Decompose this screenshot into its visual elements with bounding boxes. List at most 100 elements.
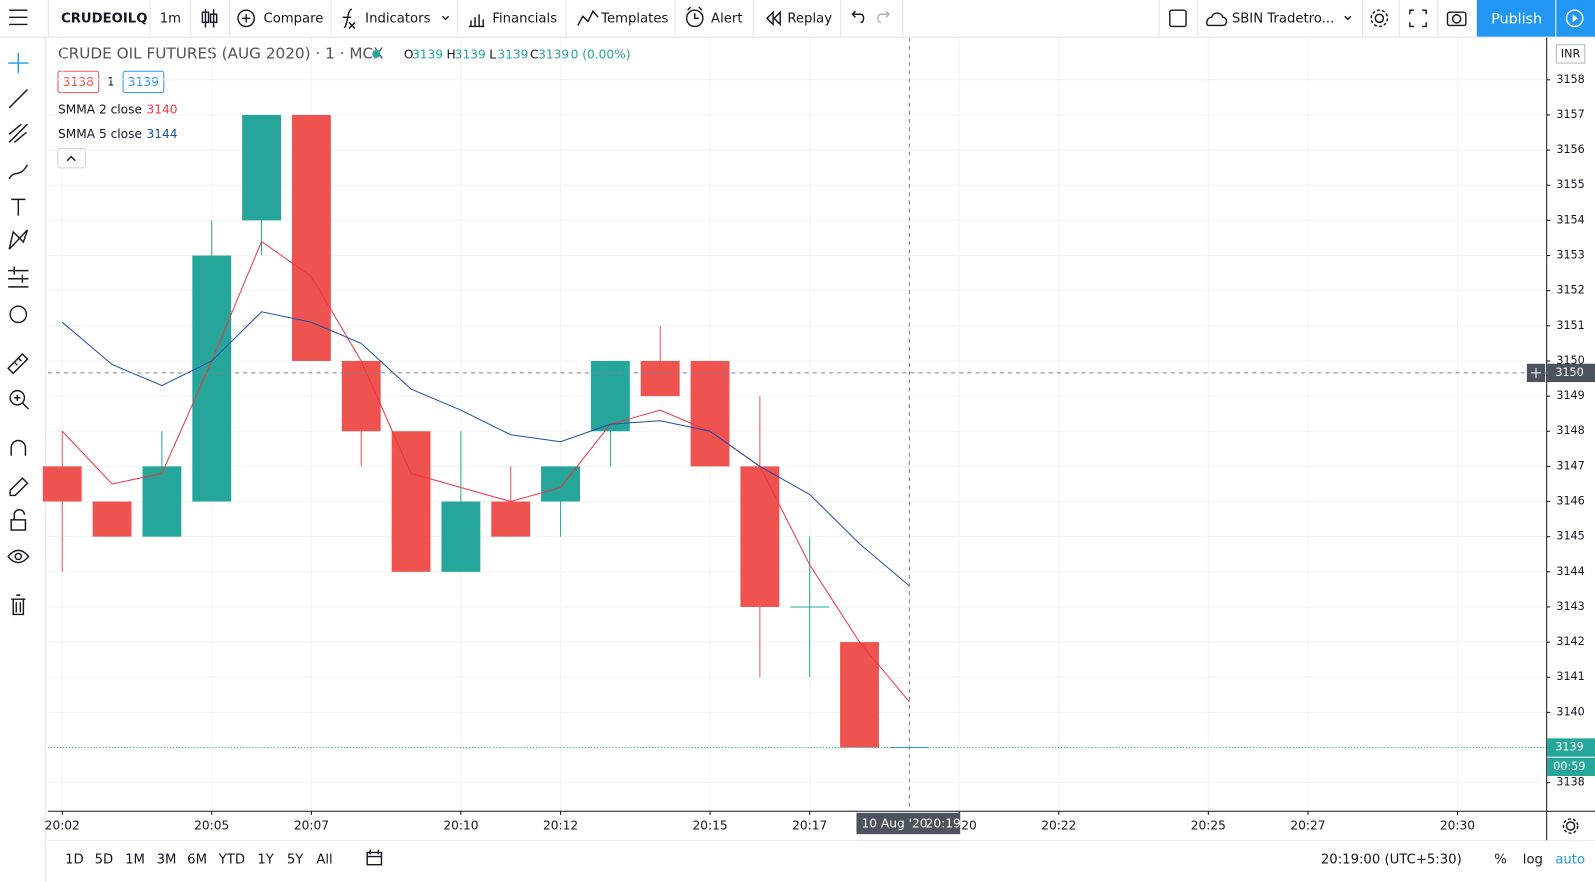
indicator-line [61,311,910,587]
ohlc-key: H [447,47,456,61]
candle-body [92,501,132,537]
y-tick-label: 3138 [1556,776,1584,789]
candle-body [491,501,531,537]
clock[interactable]: 20:19:00 (UTC+5:30) [1321,853,1462,868]
menu-icon[interactable] [9,9,28,26]
candle-body [541,466,580,502]
crosshair-price-tag [1547,363,1595,383]
y-tick-label: 3158 [1556,73,1584,86]
x-tick-label: 20:17 [792,819,827,833]
candle-body [740,466,780,607]
range-button[interactable]: YTD [218,853,245,868]
auto-toggle[interactable]: auto [1555,853,1585,868]
log-toggle[interactable]: log [1523,853,1543,868]
crosshair-time: 20:19 [926,817,961,831]
chart-title: CRUDE OIL FUTURES (AUG 2020) · 1 · MCX [58,44,384,62]
financials-icon[interactable] [468,14,485,28]
layout-icon[interactable] [1169,9,1187,28]
toolbar-button[interactable]: Templates [600,11,668,26]
ask-box[interactable] [122,70,165,94]
symbol[interactable]: CRUDEOILQ [61,11,147,26]
axis-settings-icon[interactable] [1562,818,1579,834]
toolbar-button[interactable]: Indicators [365,11,430,26]
settings-icon[interactable] [1370,9,1389,28]
y-tick-label: 3149 [1556,389,1584,402]
drawing-tools[interactable] [7,52,30,616]
candle-icon[interactable] [201,9,218,28]
range-button[interactable]: 1M [125,853,145,868]
candle-body [242,114,282,221]
currency-box[interactable] [1555,44,1586,64]
range-button[interactable]: 5Y [287,853,304,868]
indicator-line [61,240,910,703]
layout-name[interactable]: SBIN Tradetro... [1232,11,1334,26]
x-tick-label: 20:30 [1440,819,1475,833]
fullscreen-icon[interactable] [1409,9,1427,28]
publish-button[interactable] [1475,0,1556,37]
currency: INR [1561,47,1581,60]
x-tick-label: 20:12 [543,819,578,833]
ohlc-key: C [530,47,539,61]
x-tick-label: 20:05 [194,819,229,833]
redo-icon[interactable] [877,10,891,24]
candle-body [391,431,431,572]
y-tick-label: 3140 [1556,705,1584,718]
toolbar-button[interactable]: Compare [263,11,323,26]
range-button[interactable]: 1D [65,853,84,868]
x-tick-label: 20:25 [1191,819,1226,833]
countdown-tag [1547,757,1595,777]
x-tick-label: 20:02 [45,819,80,833]
x-tick-label: 20:15 [692,819,727,833]
collapse-icon [66,155,76,162]
ohlc-value: 3139 [497,47,528,61]
y-tick-label: 3152 [1556,284,1584,297]
dropdown-icon[interactable] [1344,15,1352,21]
bid-box[interactable] [57,70,100,94]
y-tick-label: 3141 [1556,670,1584,683]
undo-icon[interactable] [851,10,865,24]
range-button[interactable]: 5D [95,853,114,868]
status-dot [372,49,381,58]
templates-icon[interactable] [577,9,599,26]
candle-body [690,360,730,467]
ohlc-value: 3139 [412,47,443,61]
x-tick-label: 20:27 [1290,819,1325,833]
y-tick-label: 3155 [1556,178,1584,191]
last-price-label: 3139 [1555,741,1583,754]
legend-value: 3140 [146,102,177,116]
dropdown-icon[interactable] [441,15,450,21]
ohlc-value: 3139 [455,47,486,61]
cloud-icon[interactable] [1206,12,1228,27]
y-tick-label: 3153 [1556,249,1584,262]
range-button[interactable]: 3M [157,853,177,868]
toolbar-button[interactable]: Alert [711,11,742,26]
compare-icon[interactable] [237,9,256,28]
play-icon [1572,14,1578,23]
publish-label[interactable]: Publish [1491,11,1542,27]
interval[interactable]: 1m [160,11,181,26]
candle-body [640,360,680,397]
replay-icon[interactable] [765,10,781,27]
last-price-tag [1547,738,1595,757]
toolbar-button[interactable]: Replay [787,11,832,26]
range-button[interactable]: 6M [187,853,207,868]
bid: 3138 [63,75,94,89]
toolbar-button[interactable]: Financials [492,11,557,26]
indicators-icon[interactable] [342,8,356,29]
percent-toggle[interactable]: % [1494,853,1507,868]
y-tick-label: 3144 [1556,565,1584,578]
alert-icon[interactable] [685,6,704,28]
range-button[interactable]: 1Y [257,853,274,868]
y-tick-label: 3147 [1556,459,1584,472]
camera-icon[interactable] [1446,11,1467,27]
countdown: 00:59 [1553,760,1585,773]
range-button[interactable]: All [316,853,332,868]
candle-body [341,360,381,432]
collapse-button[interactable] [57,148,86,169]
y-tick-label: 3156 [1556,143,1584,156]
crosshair-price: 3150 [1555,366,1583,379]
play-icon [1565,9,1584,28]
bottom-calendar-icon[interactable] [366,849,383,866]
